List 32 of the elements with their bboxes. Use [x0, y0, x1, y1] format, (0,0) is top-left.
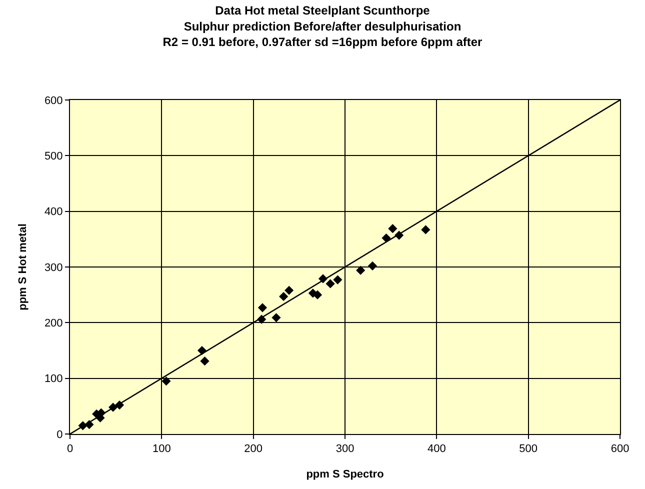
y-tick-label: 500 [44, 150, 63, 163]
y-axis-title: ppm S Hot metal [17, 224, 30, 310]
point [197, 346, 207, 356]
x-tick-label: 200 [244, 443, 263, 456]
point [312, 290, 322, 300]
point [258, 303, 268, 312]
x-tick-label: 0 [66, 443, 74, 456]
x-tick-label: 600 [610, 443, 630, 456]
point [368, 261, 378, 270]
y-tick-label: 600 [44, 94, 63, 107]
x-tick-label: 300 [336, 443, 354, 456]
point [162, 376, 171, 386]
point [279, 292, 288, 302]
y-tick-label: 0 [56, 428, 63, 441]
chart-title: Data Hot metal Steelplant Scunthorpe Sulphur prediction Before/after desulphurisation R2 = 0.91 before, 0.97after sd =16ppm before 6ppm after [162, 4, 483, 49]
x-tick-label: 400 [427, 443, 446, 456]
point [326, 279, 335, 288]
point [200, 356, 210, 366]
point [382, 234, 391, 243]
x-tick-label: 100 [152, 443, 171, 456]
point [333, 275, 342, 284]
y-tick-label: 300 [44, 262, 63, 274]
x-axis-title: ppm S Spectro [306, 468, 384, 480]
y-tick-label: 100 [44, 373, 63, 386]
y-tick-label: 200 [44, 318, 63, 330]
point [356, 266, 366, 275]
point [284, 286, 294, 295]
x-tick-label: 500 [519, 443, 538, 456]
point [272, 313, 281, 322]
y-tick-label: 400 [44, 206, 63, 218]
point [388, 224, 398, 234]
point [421, 225, 430, 234]
